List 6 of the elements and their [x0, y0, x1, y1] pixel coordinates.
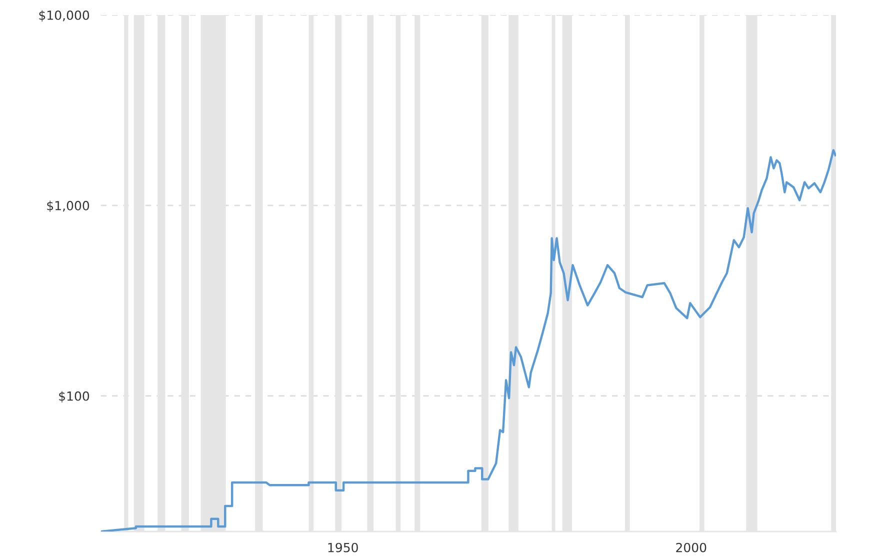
y-tick-label: $1,000: [47, 200, 90, 212]
y-tick-label: $10,000: [39, 10, 90, 22]
y-tick-label: $100: [59, 391, 90, 402]
line-series: [101, 149, 836, 532]
x-tick-label: 1950: [328, 542, 358, 552]
x-tick-label: 2000: [676, 542, 706, 552]
